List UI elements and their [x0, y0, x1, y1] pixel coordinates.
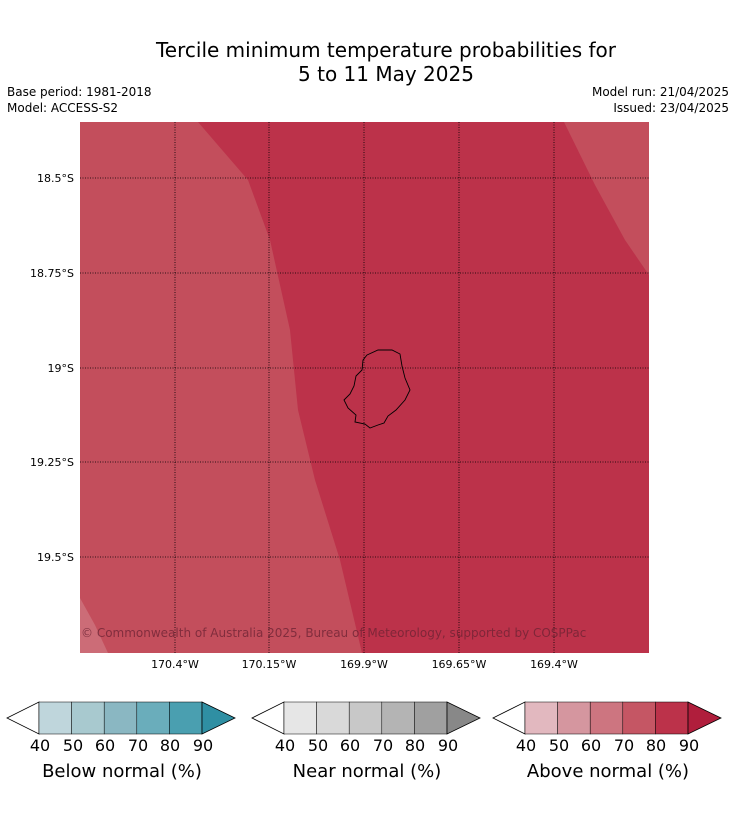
colorbar-segment	[655, 701, 689, 735]
tick-label: 50	[62, 736, 84, 755]
colorbar-segment	[348, 701, 383, 735]
colorbar-segment	[381, 701, 415, 735]
colorbar-segment	[283, 701, 317, 735]
colorbar-near-normal	[251, 701, 481, 735]
tick-label: 60	[94, 736, 116, 755]
tick-label: 40	[515, 736, 537, 755]
tick-label: 40	[274, 736, 296, 755]
tick-label: 40	[29, 736, 51, 755]
meta-left: Base period: 1981-2018 Model: ACCESS-S2	[7, 84, 152, 116]
colorbar-title-above: Above normal (%)	[526, 761, 690, 782]
tick-label: 80	[404, 736, 426, 755]
colorbar-title-below: Below normal (%)	[42, 761, 202, 782]
tick-label: 90	[678, 736, 700, 755]
tick-label: 90	[437, 736, 459, 755]
tick-label: 80	[645, 736, 667, 755]
title-line-2: 5 to 11 May 2025	[298, 62, 474, 86]
tick-label: 50	[307, 736, 329, 755]
lat-label: 19.5°S	[37, 551, 74, 564]
tick-label: 80	[159, 736, 181, 755]
tick-label: 70	[613, 736, 635, 755]
lat-label: 18.75°S	[30, 267, 74, 280]
colorbar-segment	[169, 701, 203, 735]
colorbar-segment	[414, 701, 448, 735]
lat-label: 19°S	[47, 362, 74, 375]
map-region-70-80-west	[80, 122, 362, 653]
lon-label: 169.4°W	[530, 658, 578, 671]
model-name: Model: ACCESS-S2	[7, 101, 119, 115]
tick-label: 70	[372, 736, 394, 755]
colorbar-segment	[136, 701, 170, 735]
tick-label: 60	[339, 736, 361, 755]
colorbar-segment	[38, 701, 72, 735]
lat-label: 18.5°S	[37, 172, 74, 185]
lon-label: 170.15°W	[241, 658, 297, 671]
map-title: Tercile minimum temperature probabilitie…	[0, 38, 736, 86]
tick-label: 50	[548, 736, 570, 755]
lon-label: 169.65°W	[431, 658, 487, 671]
title-line-1: Tercile minimum temperature probabilitie…	[155, 38, 617, 62]
lon-label: 169.9°W	[340, 658, 388, 671]
model-run-date: Model run: 21/04/2025	[591, 85, 729, 99]
tick-label: 70	[127, 736, 149, 755]
map-gridlines	[80, 122, 649, 653]
meta-right: Model run: 21/04/2025 Issued: 23/04/2025	[592, 84, 729, 116]
copyright-notice: © Commonwealth of Australia 2025, Bureau…	[81, 626, 587, 640]
colorbar-segment	[622, 701, 656, 735]
tick-label: 60	[580, 736, 602, 755]
colorbar-segment	[71, 701, 105, 735]
colorbar-arrow-high	[446, 701, 481, 735]
colorbar-arrow-high	[687, 701, 722, 735]
colorbar-title-near: Near normal (%)	[292, 761, 442, 782]
map-region-70-80-ne	[564, 122, 649, 275]
base-period: Base period: 1981-2018	[7, 85, 152, 99]
colorbar-arrow-low	[251, 701, 285, 735]
island-outline-icon	[343, 349, 411, 429]
colorbar-segment	[589, 701, 624, 735]
colorbar-segment	[524, 701, 558, 735]
issued-date: Issued: 23/04/2025	[613, 101, 729, 115]
colorbar-arrow-low	[6, 701, 40, 735]
colorbar-segment	[103, 701, 138, 735]
tick-label: 90	[192, 736, 214, 755]
lat-label: 19.25°S	[30, 456, 74, 469]
colorbar-above-normal	[492, 701, 722, 735]
colorbar-below-normal	[6, 701, 236, 735]
colorbar-segment	[557, 701, 591, 735]
map-region-light-sw	[80, 598, 108, 653]
colorbar-arrow-low	[492, 701, 526, 735]
lon-label: 170.4°W	[151, 658, 199, 671]
colorbar-segment	[316, 701, 350, 735]
colorbar-arrow-high	[201, 701, 236, 735]
